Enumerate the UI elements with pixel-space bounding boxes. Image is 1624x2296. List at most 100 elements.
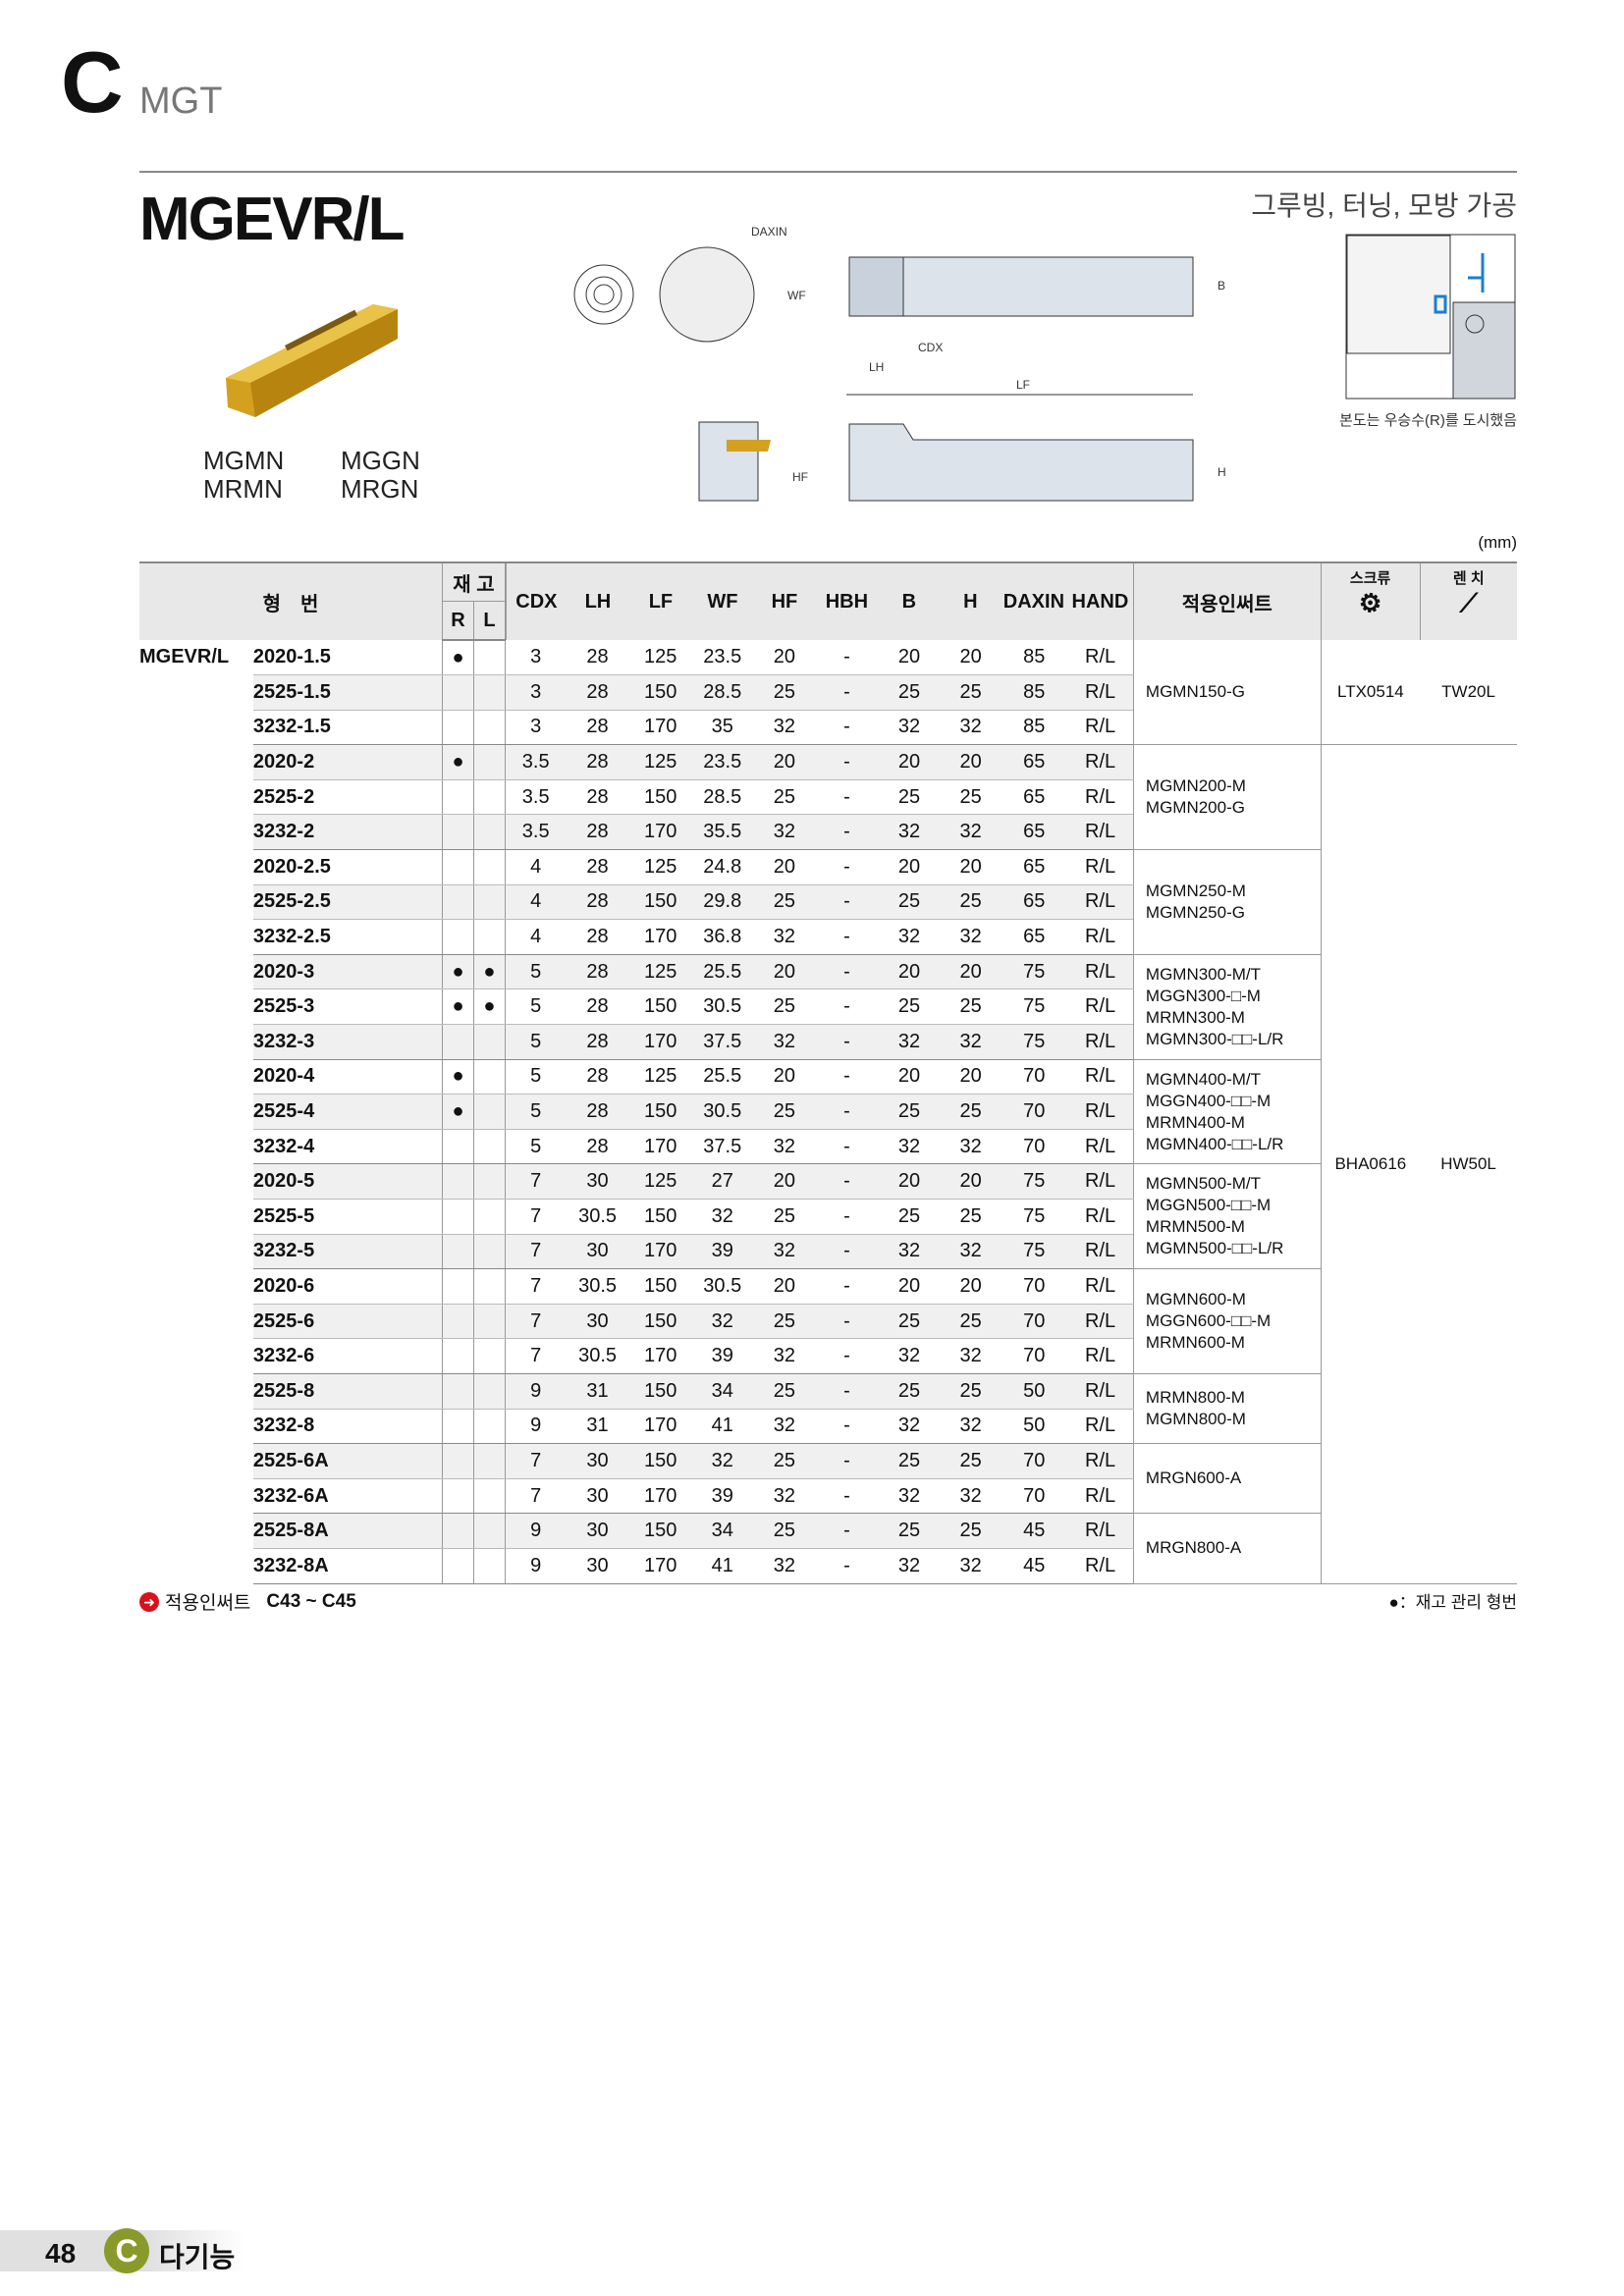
- insert-code: MRGN600-A: [1145, 1468, 1242, 1488]
- cell-lf: 150: [628, 884, 692, 921]
- model-code: 3232-5: [252, 1234, 443, 1270]
- cell-wf: 28.5: [691, 674, 753, 711]
- stock-l: [472, 744, 506, 780]
- cell-hf: 20: [752, 1059, 816, 1095]
- cell-hbh: -: [815, 849, 878, 885]
- stock-l: [472, 1443, 506, 1479]
- stock-r: ●: [442, 640, 474, 676]
- cell-cdx: 3: [504, 674, 567, 711]
- cell-lh: 30: [566, 1478, 629, 1515]
- table-row: 2525-8A 9 30 150 34 25-25 25 45 R/L MRGN800-A: [139, 1513, 1517, 1584]
- insert-label: MRMN: [203, 474, 283, 504]
- stock-l: [472, 1513, 506, 1549]
- cell-lh: 28: [566, 988, 629, 1026]
- cell-cdx: 4: [504, 849, 567, 885]
- cell-lh: 30: [566, 1163, 629, 1200]
- insert-code: MRMN400-M: [1145, 1112, 1245, 1132]
- cell-lf: 170: [628, 710, 692, 746]
- model-code: 2525-5: [252, 1199, 443, 1235]
- stock-r: [442, 1129, 474, 1165]
- wrench-label: 렌 치: [1452, 570, 1485, 587]
- cell-wf: 32: [691, 1199, 753, 1235]
- cell-wf: 37.5: [691, 1024, 753, 1060]
- table-row: 3232-8A 9 30 170 41 32-32 32 45 R/L: [139, 1548, 1517, 1584]
- cell-hand: R/L: [1067, 1268, 1134, 1305]
- cell-lf: 170: [628, 1234, 692, 1270]
- header-insert: 적용인써트: [1132, 561, 1322, 640]
- cell-b: 32: [877, 1478, 942, 1515]
- stock-l: [472, 1478, 506, 1515]
- cell-lh: 28: [566, 744, 629, 780]
- cell-hbh: -: [815, 1548, 878, 1584]
- cell-wf: 39: [691, 1338, 753, 1374]
- cell-daxin: 70: [1001, 1268, 1068, 1305]
- cell-daxin: 85: [1001, 640, 1068, 676]
- stock-r: [442, 814, 474, 851]
- insert-code: MGMN150-G: [1145, 682, 1245, 702]
- cell-lf: 125: [628, 640, 692, 676]
- cell-h: 32: [941, 1409, 1001, 1445]
- cell-cdx: 7: [504, 1443, 567, 1479]
- table-row: 3232-3 5 28 170 37.5 32-32 32 75 R/L: [139, 1024, 1517, 1060]
- cell-h: 25: [941, 674, 1001, 711]
- cell-b: 32: [877, 1338, 942, 1374]
- unit-label: (mm): [1478, 533, 1517, 552]
- cell-daxin: 65: [1001, 884, 1068, 921]
- cell-hand: R/L: [1067, 884, 1134, 921]
- stock-l: [472, 710, 506, 746]
- cell-lf: 150: [628, 1513, 692, 1549]
- stock-l: [472, 779, 506, 816]
- model-code: 2020-2: [252, 744, 443, 780]
- cell-wf: 28.5: [691, 779, 753, 816]
- model-code: 3232-1.5: [252, 710, 443, 746]
- table-row: 2525-6 7 30 150 32 25-25 25 70 R/L: [139, 1304, 1517, 1340]
- insert-code: MGMN400-M/T: [1145, 1069, 1262, 1089]
- stock-l: [472, 1199, 506, 1235]
- header-b: B: [901, 591, 917, 613]
- cell-lf: 150: [628, 779, 692, 816]
- model-code: 3232-8: [252, 1409, 443, 1445]
- insert-code: MGGN400-□□-M: [1145, 1091, 1272, 1110]
- cell-lf: 125: [628, 849, 692, 885]
- model-code: 3232-2: [252, 814, 443, 851]
- cell-lh: 30.5: [566, 1268, 629, 1305]
- cell-lh: 30.5: [566, 1338, 629, 1374]
- cell-h: 20: [941, 640, 1001, 676]
- cell-hf: 20: [752, 640, 816, 676]
- stock-r: ●: [442, 988, 474, 1026]
- model-code: 2525-2: [252, 779, 443, 816]
- cell-hbh: -: [815, 1409, 878, 1445]
- stock-r: [442, 1024, 474, 1060]
- cell-lh: 28: [566, 814, 629, 851]
- wrench-code: TW20L: [1420, 640, 1517, 746]
- cell-lh: 28: [566, 954, 629, 990]
- cell-hbh: -: [815, 1234, 878, 1270]
- cell-b: 25: [877, 779, 942, 816]
- model-code: 2020-2.5: [252, 849, 443, 885]
- cell-cdx: 3.5: [504, 744, 567, 780]
- cell-lf: 150: [628, 1443, 692, 1479]
- header-model: 형 번: [139, 561, 443, 640]
- stock-r: [442, 1338, 474, 1374]
- cell-wf: 35.5: [691, 814, 753, 851]
- insert-ref-pages[interactable]: C43 ~ C45: [266, 1590, 356, 1612]
- cell-hf: 20: [752, 849, 816, 885]
- cell-hand: R/L: [1067, 1094, 1134, 1130]
- cell-hf: 32: [752, 1478, 816, 1515]
- model-code: 2525-8A: [252, 1513, 443, 1549]
- stock-l: [472, 1373, 506, 1410]
- cell-hand: R/L: [1067, 1513, 1134, 1549]
- insert-code: MGMN600-M: [1145, 1290, 1246, 1309]
- model-prefix: MGEVR/L: [139, 640, 253, 1584]
- header-wf: WF: [707, 591, 738, 613]
- cell-cdx: 3.5: [504, 779, 567, 816]
- stock-l: [472, 1163, 506, 1200]
- stock-l: [472, 1129, 506, 1165]
- cell-cdx: 5: [504, 1024, 567, 1060]
- cell-h: 25: [941, 1443, 1001, 1479]
- cell-wf: 30.5: [691, 988, 753, 1026]
- cell-wf: 30.5: [691, 1094, 753, 1130]
- insert-label-col1: MGMN MRMN: [203, 447, 284, 504]
- cell-hand: R/L: [1067, 1373, 1134, 1410]
- cell-hand: R/L: [1067, 1129, 1134, 1165]
